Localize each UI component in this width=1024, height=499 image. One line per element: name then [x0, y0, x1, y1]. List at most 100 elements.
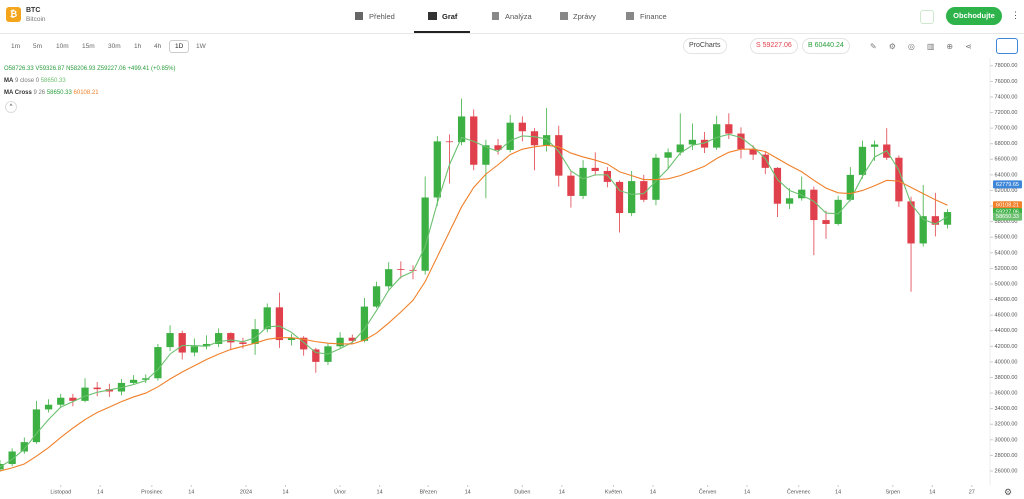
candle-body: [360, 306, 369, 341]
y-tick-label: 34000.00: [995, 406, 1018, 412]
candle-body: [251, 329, 259, 344]
candle-body: [154, 347, 162, 379]
x-tick-label: 14: [559, 489, 565, 495]
price-marker-label: 58650.33: [996, 214, 1019, 220]
legend-cross-name: MA Cross: [4, 90, 32, 96]
candle-body: [482, 145, 490, 165]
timeframe[interactable]: 10m: [56, 43, 69, 50]
legend-cross-params: 9 26: [33, 90, 46, 96]
candle-body: [761, 154, 769, 168]
nav-icon: [355, 12, 363, 20]
candle-body: [895, 157, 903, 202]
price-marker: [993, 180, 1022, 189]
candle-body: [57, 397, 65, 405]
price-marker-label: 60108.21: [996, 203, 1019, 209]
price-marker-label: 59227.06: [996, 210, 1019, 216]
x-tick-label: 27: [969, 489, 975, 495]
candle-body: [725, 124, 733, 134]
y-tick-label: 44000.00: [995, 328, 1018, 334]
timeframe[interactable]: 4h: [154, 43, 162, 50]
candle-body: [433, 141, 441, 198]
sell-price[interactable]: S 59227.06: [750, 38, 798, 54]
nav-item[interactable]: Finance: [640, 12, 667, 21]
candle-body: [822, 220, 830, 224]
timeframe[interactable]: 30m: [108, 43, 121, 50]
legend-ma-value: 58650.33: [40, 78, 66, 84]
y-tick-label: 32000.00: [995, 422, 1018, 428]
y-tick-label: 36000.00: [995, 391, 1018, 397]
nav-item[interactable]: Zprávy: [573, 12, 596, 21]
y-tick-label: 78000.00: [995, 63, 1018, 69]
candle-body: [275, 307, 284, 341]
candle-body: [20, 442, 28, 452]
legend-high: V59326.87: [35, 66, 65, 72]
y-tick-label: 30000.00: [995, 437, 1018, 443]
legend-ma: MA 9 close 0 58650.33: [4, 78, 66, 84]
x-tick-label: Květen: [605, 489, 622, 495]
candle-body: [190, 346, 198, 353]
x-tick-label: 14: [97, 489, 103, 495]
candle-body: [773, 167, 782, 204]
candle-body: [542, 135, 551, 146]
timeframe[interactable]: 15m: [82, 43, 95, 50]
buy-price[interactable]: B 60440.24: [802, 38, 850, 54]
candle-body: [603, 170, 612, 182]
procharts[interactable]: ProCharts: [683, 38, 727, 54]
candle-body: [348, 337, 356, 341]
candle-body: [312, 349, 320, 362]
candle-body: [785, 198, 794, 204]
timeframe[interactable]: 5m: [33, 43, 43, 50]
nav-item[interactable]: Graf: [442, 12, 458, 21]
timeframe[interactable]: 1m: [11, 43, 21, 50]
y-tick-label: 70000.00: [995, 126, 1018, 132]
candle-body: [798, 189, 806, 199]
y-tick-label: 64000.00: [995, 172, 1018, 178]
collapse-button[interactable]: ^: [5, 101, 17, 113]
nav-icon: [626, 12, 634, 20]
candle-body: [470, 116, 478, 165]
y-tick-label: 56000.00: [995, 235, 1018, 241]
cta-button[interactable]: Obchodujte: [946, 7, 1002, 25]
y-tick-label: 48000.00: [995, 297, 1018, 303]
legend-cross-slow: 60108.21: [73, 90, 99, 96]
x-tick-label: Listopad: [50, 489, 71, 495]
candle-body: [676, 144, 684, 153]
candle-body: [397, 269, 405, 270]
settings-button[interactable]: ⚙: [1004, 487, 1013, 497]
menu-icon[interactable]: [920, 10, 934, 24]
candle-body: [445, 141, 454, 143]
y-tick-label: 58000.00: [995, 219, 1018, 225]
timeframe-active[interactable]: 1D: [169, 40, 190, 53]
y-tick-label: 72000.00: [995, 110, 1018, 116]
nav-item[interactable]: Přehled: [369, 12, 395, 21]
y-tick-label: 46000.00: [995, 313, 1018, 319]
candle-body: [749, 149, 757, 155]
candle-body: [93, 387, 101, 390]
y-tick-label: 68000.00: [995, 141, 1018, 147]
x-tick-label: 14: [835, 489, 841, 495]
more-icon[interactable]: ⋮: [1011, 10, 1020, 20]
legend-change: +499.41 (+0.85%): [127, 66, 176, 72]
timeframe[interactable]: 1h: [134, 43, 142, 50]
timeframe[interactable]: 1W: [196, 43, 206, 50]
candle-body: [506, 122, 514, 150]
x-tick-label: Prosinec: [141, 489, 163, 495]
candle-body: [227, 333, 235, 343]
y-tick-label: 62000.00: [995, 188, 1018, 194]
y-tick-label: 40000.00: [995, 359, 1018, 365]
y-tick-label: 54000.00: [995, 250, 1018, 256]
legend-ohlc: O58726.33 V59326.87 N58206.93 Z59227.06 …: [4, 66, 176, 72]
candle-body: [263, 307, 271, 330]
x-tick-label: 14: [465, 489, 471, 495]
expand-button[interactable]: [996, 38, 1018, 54]
candle-body: [287, 337, 296, 341]
candle-body: [858, 146, 867, 175]
nav-item[interactable]: Analýza: [505, 12, 532, 21]
tool-icons[interactable]: ✎⚙◎▥⊕⋖: [870, 42, 984, 51]
legend-cross-fast: 58650.33: [46, 90, 72, 96]
candle-body: [688, 139, 697, 145]
candle-body: [591, 167, 599, 171]
y-tick-label: 42000.00: [995, 344, 1018, 350]
